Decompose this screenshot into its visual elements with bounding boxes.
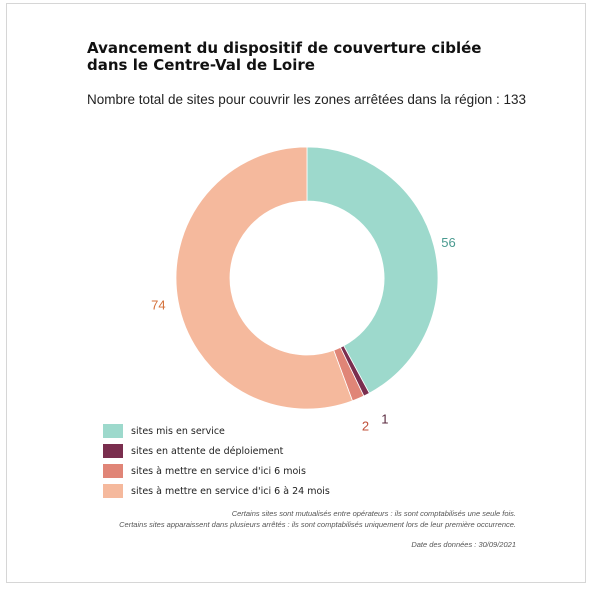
data-date: Date des données : 30/09/2021 <box>411 540 516 549</box>
chart-frame <box>6 3 586 583</box>
data-label: 1 <box>381 412 388 427</box>
chart-subtitle: Nombre total de sites pour couvrir les z… <box>87 92 526 107</box>
chart-title: Avancement du dispositif de couverture c… <box>87 39 482 74</box>
donut-slice <box>175 146 353 410</box>
legend-label: sites à mettre en service d'ici 6 mois <box>131 465 306 477</box>
legend-label: sites en attente de déploiement <box>131 445 284 457</box>
data-label: 2 <box>362 418 369 433</box>
legend-swatch <box>103 464 123 478</box>
legend-item: sites à mettre en service d'ici 6 à 24 m… <box>103 481 330 501</box>
legend-swatch <box>103 444 123 458</box>
legend-swatch <box>103 484 123 498</box>
legend-item: sites à mettre en service d'ici 6 mois <box>103 461 330 481</box>
data-label: 56 <box>441 235 455 250</box>
data-label: 74 <box>151 298 165 313</box>
footnote: Certains sites sont mutualisés entre opé… <box>231 509 516 518</box>
footnote: Certains sites apparaissent dans plusieu… <box>119 520 516 529</box>
legend-label: sites mis en service <box>131 425 225 437</box>
donut-slice <box>306 146 439 394</box>
legend-item: sites en attente de déploiement <box>103 441 330 461</box>
legend-item: sites mis en service <box>103 421 330 441</box>
footnotes: Certains sites sont mutualisés entre opé… <box>119 508 516 530</box>
legend: sites mis en service sites en attente de… <box>103 421 330 501</box>
legend-swatch <box>103 424 123 438</box>
legend-label: sites à mettre en service d'ici 6 à 24 m… <box>131 485 330 497</box>
